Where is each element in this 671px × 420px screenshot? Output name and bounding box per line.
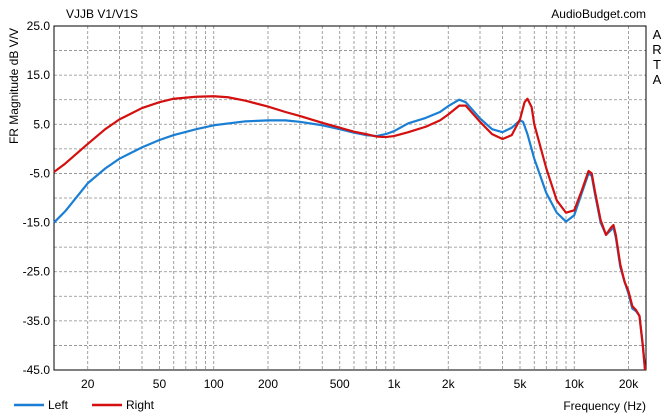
side-label-letter: A [653, 72, 662, 87]
x-tick-label: 10k [565, 377, 585, 391]
y-axis-label: FR Magnitude dB V/V [7, 28, 21, 144]
x-tick-label: 50 [153, 377, 167, 391]
x-tick-label: 2k [442, 377, 456, 391]
series-line-right [53, 95, 647, 371]
x-tick-label: 500 [330, 377, 350, 391]
legend-label-left: Left [48, 398, 69, 412]
x-tick-label: 100 [204, 377, 224, 391]
side-label-letter: A [653, 27, 662, 42]
y-tick-labels: 25.0 15.0 5.0 -5.0 -15.0 -25.0 -35.0 -45.0 [23, 19, 51, 377]
y-tick-label: -5.0 [29, 166, 50, 180]
x-tick-label: 200 [258, 377, 278, 391]
y-tick-label: 15.0 [27, 68, 51, 82]
side-label-letter: R [652, 42, 661, 57]
side-label-letter: T [653, 57, 661, 72]
series-lines [53, 95, 647, 371]
series-line-left [53, 98, 647, 371]
chart-title: VJJB V1/V1S [66, 7, 138, 21]
y-tick-label: -45.0 [23, 363, 51, 377]
x-tick-label: 5k [514, 377, 528, 391]
y-tick-label: 5.0 [33, 117, 50, 131]
y-tick-label: -35.0 [23, 314, 51, 328]
x-tick-label: 20 [81, 377, 95, 391]
y-tick-label: -15.0 [23, 216, 51, 230]
y-tick-label: -25.0 [23, 265, 51, 279]
plot-frame [53, 25, 647, 371]
legend: Left Right [14, 398, 155, 412]
grid-lines [54, 26, 646, 370]
x-tick-label: 20k [619, 377, 639, 391]
legend-label-right: Right [126, 398, 155, 412]
y-tick-label: 25.0 [27, 19, 51, 33]
x-axis-label: Frequency (Hz) [563, 399, 646, 413]
x-tick-label: 1k [388, 377, 402, 391]
x-tick-labels: 20 50 100 200 500 1k 2k 5k 10k 20k [81, 377, 639, 391]
chart-source: AudioBudget.com [551, 7, 646, 21]
